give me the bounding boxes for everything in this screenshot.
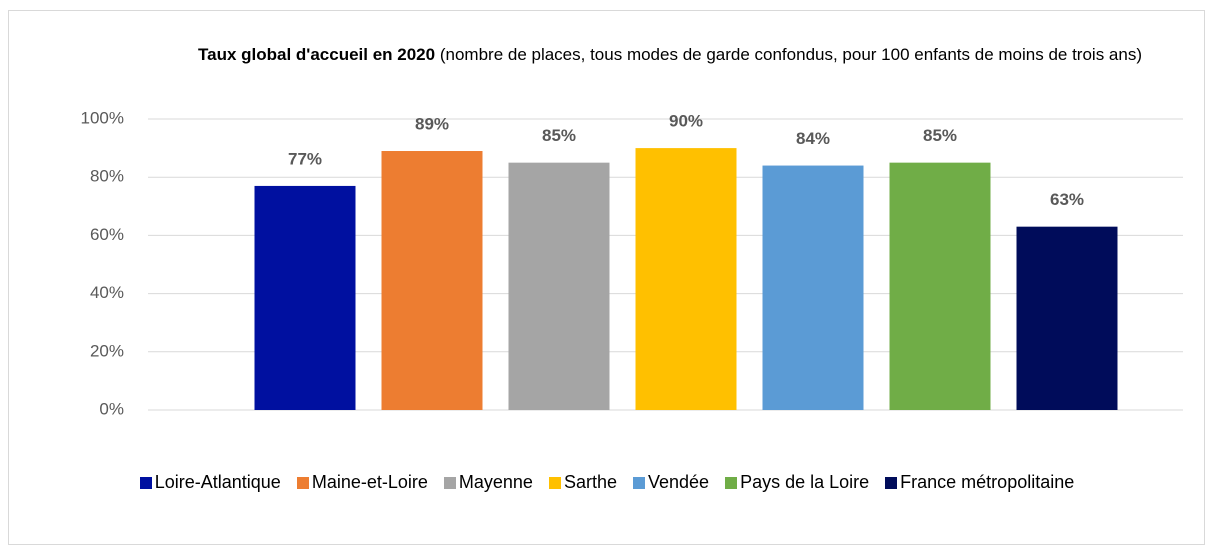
bar [635,148,737,410]
y-tick-label: 100% [81,108,124,127]
chart-subtitle: (nombre de places, tous modes de garde c… [439,45,1142,64]
bar [889,162,991,410]
chart-title: Taux global d'accueil en 2020 [198,45,436,64]
legend-swatch [548,476,561,489]
bar [381,151,483,410]
y-tick-label: 0% [99,399,124,418]
legend: Loire-Atlantique Maine-et-Loire Mayenne Sar… [0,472,1214,493]
legend-swatch [725,476,738,489]
data-label: 90% [669,112,703,131]
bar [254,185,356,410]
bar [1016,226,1118,410]
legend-item: Vendée [633,472,709,493]
chart-border [8,10,1205,545]
y-tick-label: 80% [90,167,124,186]
legend-swatch [139,476,152,489]
legend-label: Loire-Atlantique [154,472,281,492]
data-label: 85% [542,126,576,145]
legend-label: France métropolitaine [900,472,1075,492]
legend-item: Pays de la Loire [725,472,869,493]
data-label: 84% [796,129,830,148]
legend-item: Loire-Atlantique [139,472,281,493]
chart-title-block: Taux global d'accueil en 2020 (nombre de… [190,42,1150,68]
bar [762,165,864,410]
y-tick-label: 20% [90,341,124,360]
bar [508,162,610,410]
legend-label: Vendée [648,472,710,492]
legend-swatch [633,476,645,489]
legend-swatch [443,476,456,489]
legend-item: Maine-et-Loire [296,472,428,493]
legend-label: Maine-et-Loire [311,472,428,492]
legend-item: France métropolitaine [885,472,1074,493]
legend-item: Sarthe [548,472,617,493]
data-label: 85% [923,126,957,145]
legend-swatch [885,476,898,489]
data-label: 63% [1050,190,1084,209]
legend-label: Mayenne [458,472,533,492]
legend-swatch [296,476,309,489]
legend-label: Pays de la Loire [740,472,870,492]
data-label: 89% [415,114,449,133]
data-label: 77% [288,149,322,168]
legend-label: Sarthe [563,472,617,492]
y-tick-label: 40% [90,283,124,302]
y-tick-label: 60% [90,225,124,244]
legend-item: Mayenne [443,472,533,493]
